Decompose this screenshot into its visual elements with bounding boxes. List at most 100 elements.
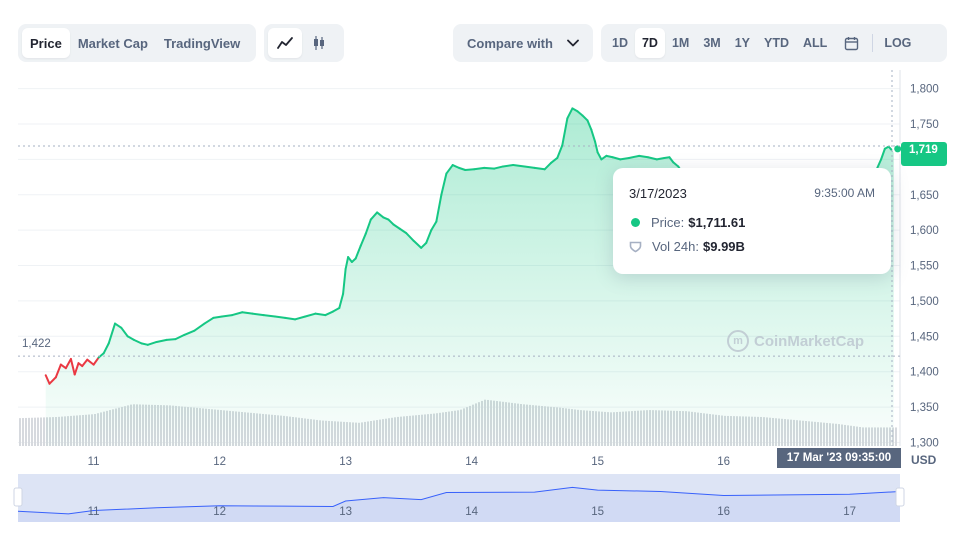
price-line-segment [44, 374, 51, 385]
y-tick-label: 1,300 [910, 437, 939, 449]
price-line-segment [576, 110, 584, 117]
price-line-segment [464, 168, 476, 171]
navigator-tick-label: 14 [465, 506, 478, 518]
price-line-segment [221, 314, 234, 318]
tab-tradingview[interactable]: TradingView [163, 35, 241, 51]
navigator-handle-left[interactable] [13, 487, 23, 507]
y-tick-label: 1,450 [910, 331, 939, 343]
price-line-segment [126, 335, 135, 341]
range-ytd[interactable]: YTD [764, 36, 790, 50]
watermark-text: CoinMarketCap [754, 332, 865, 350]
price-line-segment [81, 358, 89, 368]
range-3m[interactable]: 3M [703, 36, 721, 50]
price-line-segment [344, 256, 350, 271]
price-line-segment [73, 362, 80, 376]
price-line-segment [398, 227, 408, 234]
price-line-segment [324, 310, 334, 317]
volume-bar [37, 417, 39, 446]
volume-bar [22, 418, 24, 446]
price-line-segment [146, 340, 158, 346]
price-line-segment [387, 218, 395, 226]
range-1m[interactable]: 1M [671, 36, 690, 50]
price-line-segment [647, 156, 658, 161]
price-line-segment [533, 166, 546, 171]
navigator-handle-right[interactable] [895, 487, 905, 507]
reference-lines [18, 70, 900, 446]
y-tick-label: 1,350 [910, 402, 939, 414]
candlestick-icon[interactable] [302, 28, 336, 58]
price-line-segment [369, 211, 379, 221]
price-line-segment [638, 154, 649, 159]
x-tick-label: 16 [717, 456, 730, 468]
crosshair-time-tag: 17 Mar '23 09:35:00 [777, 448, 901, 468]
price-line-segment [655, 156, 666, 161]
price-line-segment [203, 316, 215, 325]
price-dot-icon [631, 218, 640, 227]
price-line-segment [107, 322, 117, 345]
price-line-segment [420, 241, 428, 249]
x-tick-label: 15 [591, 456, 604, 468]
tab-price[interactable]: Price [22, 28, 70, 58]
price-line-segment [347, 256, 353, 263]
volume-bar [31, 417, 33, 446]
price-line-segment [605, 154, 614, 159]
price-line-segment [338, 292, 345, 309]
range-all[interactable]: ALL [803, 36, 828, 50]
price-line-segment [54, 363, 62, 379]
price-line-segment [284, 316, 297, 321]
price-line-segment [458, 166, 467, 171]
range-1y[interactable]: 1Y [734, 36, 751, 50]
price-line-segment [590, 128, 597, 143]
price-line-segment [483, 166, 496, 170]
tab-market-cap[interactable]: Market Cap [77, 35, 148, 51]
price-line-segment [48, 376, 57, 385]
price-line-segment [405, 231, 415, 242]
price-line-segment [304, 312, 317, 318]
price-line-segment [556, 144, 564, 159]
navigator-line [17, 486, 901, 515]
price-line-segment [581, 114, 589, 122]
volume-shield-icon [629, 241, 642, 252]
navigator-tick-label: 13 [339, 506, 352, 518]
toolbar-divider [872, 34, 874, 52]
navigator[interactable]: 11 12 13 14 15 16 17 [13, 474, 905, 522]
compare-label: Compare with [467, 35, 553, 51]
price-line-segment [165, 338, 177, 341]
price-line-segment [561, 117, 569, 147]
y-tick-label: 1,600 [910, 225, 939, 237]
calendar-icon[interactable] [834, 28, 868, 58]
line-chart-icon[interactable] [268, 28, 302, 58]
price-line-segment [294, 315, 307, 321]
price-line-segment [425, 229, 433, 244]
price-line-segment [193, 322, 206, 332]
price-line-segment [672, 161, 680, 168]
start-price-label: 1,422 [22, 338, 51, 350]
price-line-segment [274, 315, 287, 319]
tooltip-vol-label: Vol 24h: [652, 239, 699, 254]
navigator-tick-label: 17 [843, 506, 856, 518]
range-1d[interactable]: 1D [612, 36, 628, 50]
price-line-segment [120, 326, 129, 338]
y-tick-label: 1,550 [910, 261, 939, 273]
tooltip-time: 9:35:00 AM [814, 186, 875, 200]
price-line-segment [364, 218, 372, 235]
price-line-segment [342, 268, 347, 295]
price-line-segment [586, 119, 593, 131]
y-axis: 1,300 1,350 1,400 1,450 1,500 1,550 1,600 1,650… [910, 84, 939, 450]
price-line-segment [102, 342, 110, 355]
price-line-segment [566, 107, 574, 120]
compare-dropdown[interactable]: Compare with [453, 24, 593, 62]
volume-bar [25, 417, 27, 446]
price-line-segment [376, 211, 385, 219]
price-line-segment [92, 356, 100, 366]
price-line-segment [611, 156, 622, 161]
price-line-segment [262, 314, 277, 318]
y-tick-label: 1,400 [910, 367, 939, 379]
log-scale-button[interactable]: LOG [884, 36, 912, 50]
range-7d[interactable]: 7D [634, 28, 665, 58]
price-line-segment [880, 147, 886, 161]
y-tick-label: 1,800 [910, 84, 939, 96]
price-line-segment [231, 311, 244, 317]
x-tick-label: 12 [213, 456, 226, 468]
